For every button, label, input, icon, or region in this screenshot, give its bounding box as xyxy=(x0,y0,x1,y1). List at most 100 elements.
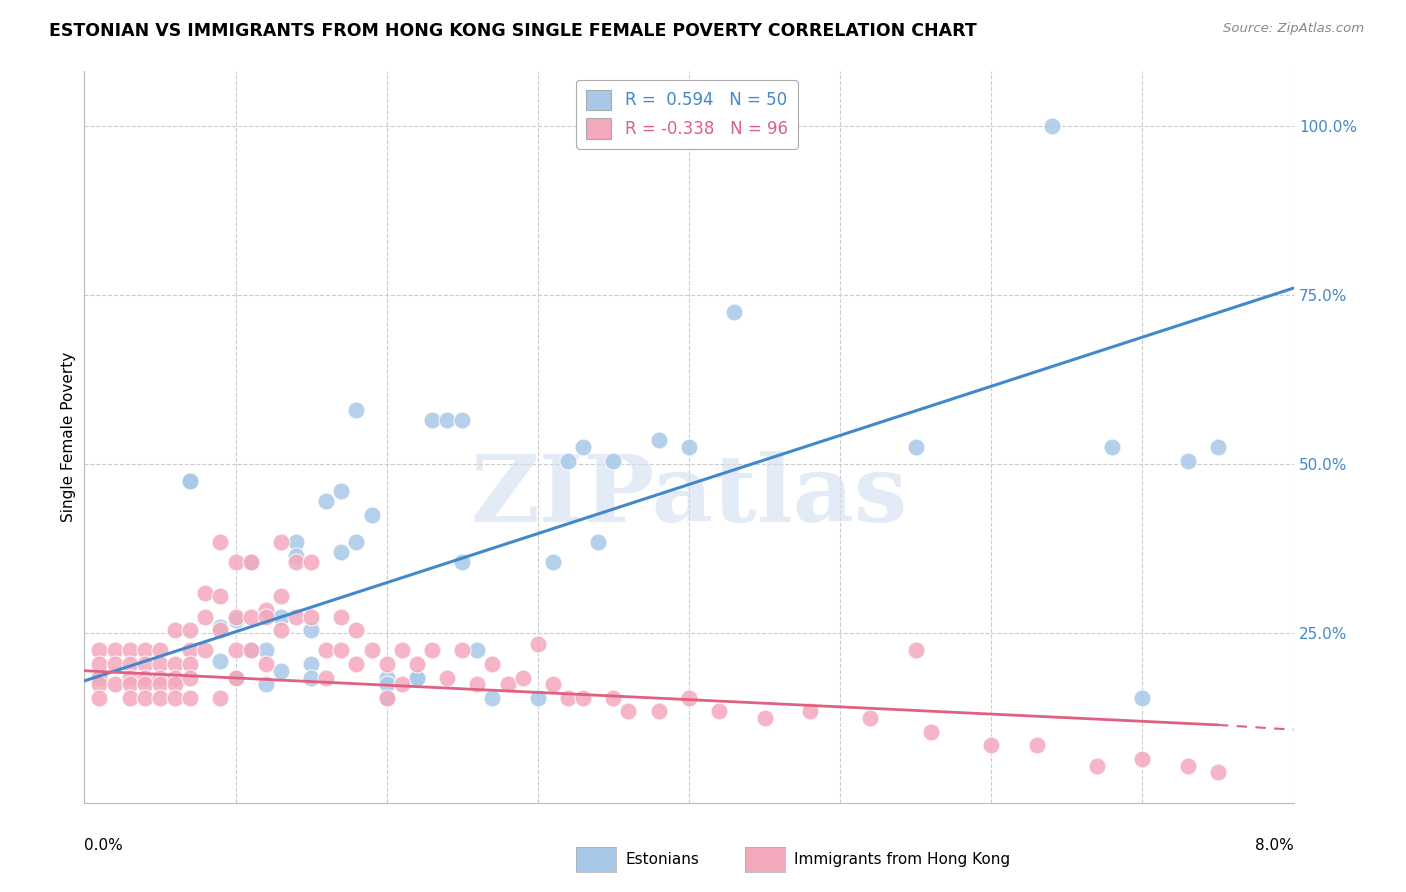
Point xyxy=(179,474,201,488)
Point xyxy=(225,609,247,624)
Text: Immigrants from Hong Kong: Immigrants from Hong Kong xyxy=(794,853,1011,867)
Point xyxy=(360,643,382,657)
Point xyxy=(330,609,353,624)
Point xyxy=(134,643,156,657)
Point xyxy=(254,603,277,617)
Point xyxy=(859,711,882,725)
Point xyxy=(285,609,308,624)
Point xyxy=(1085,758,1108,772)
Text: ESTONIAN VS IMMIGRANTS FROM HONG KONG SINGLE FEMALE POVERTY CORRELATION CHART: ESTONIAN VS IMMIGRANTS FROM HONG KONG SI… xyxy=(49,22,977,40)
Point xyxy=(209,690,232,705)
Point xyxy=(89,671,111,685)
Point xyxy=(194,586,217,600)
Point xyxy=(572,690,595,705)
Point xyxy=(225,613,247,627)
Point xyxy=(904,643,927,657)
Point xyxy=(118,643,141,657)
Point xyxy=(209,535,232,549)
Point xyxy=(299,623,322,637)
Point xyxy=(149,690,172,705)
Point xyxy=(118,657,141,671)
Point xyxy=(104,677,127,691)
Point xyxy=(179,657,201,671)
Point xyxy=(165,690,187,705)
Point xyxy=(299,555,322,569)
Point xyxy=(420,413,443,427)
Point xyxy=(118,690,141,705)
Point xyxy=(165,657,187,671)
Point xyxy=(330,643,353,657)
Point xyxy=(149,657,172,671)
Point xyxy=(904,440,927,454)
Text: Source: ZipAtlas.com: Source: ZipAtlas.com xyxy=(1223,22,1364,36)
Point xyxy=(225,643,247,657)
Point xyxy=(920,724,942,739)
Point xyxy=(360,508,382,522)
Point xyxy=(436,413,458,427)
Point xyxy=(330,545,353,559)
Point xyxy=(799,705,821,719)
Point xyxy=(527,637,550,651)
Point xyxy=(375,677,398,691)
Point xyxy=(239,609,262,624)
Point xyxy=(346,657,368,671)
Point xyxy=(1206,440,1229,454)
Point xyxy=(165,677,187,691)
Point xyxy=(270,664,292,678)
Y-axis label: Single Female Poverty: Single Female Poverty xyxy=(60,352,76,522)
Point xyxy=(225,671,247,685)
Point xyxy=(134,690,156,705)
Point xyxy=(239,555,262,569)
Point xyxy=(315,671,337,685)
Point xyxy=(89,671,111,685)
Point xyxy=(406,671,429,685)
Point xyxy=(406,657,429,671)
Point xyxy=(209,654,232,668)
Point xyxy=(254,609,277,624)
Point xyxy=(254,643,277,657)
Point xyxy=(451,555,474,569)
Point xyxy=(648,434,671,448)
Point xyxy=(420,643,443,657)
Point xyxy=(134,657,156,671)
Point xyxy=(1206,765,1229,780)
Point xyxy=(179,690,201,705)
Point xyxy=(89,690,111,705)
Point xyxy=(678,440,700,454)
Point xyxy=(588,535,610,549)
Point xyxy=(149,643,172,657)
Point xyxy=(557,454,579,468)
Point xyxy=(541,555,564,569)
Point xyxy=(179,671,201,685)
Point xyxy=(391,677,413,691)
Point xyxy=(346,403,368,417)
Text: ZIPatlas: ZIPatlas xyxy=(471,450,907,541)
Point xyxy=(375,690,398,705)
Point xyxy=(1101,440,1123,454)
Point xyxy=(1177,758,1199,772)
Point xyxy=(165,671,187,685)
Point xyxy=(709,705,731,719)
Point xyxy=(481,690,503,705)
Point xyxy=(602,690,624,705)
Point xyxy=(602,454,624,468)
Point xyxy=(209,620,232,634)
Point xyxy=(179,474,201,488)
Point xyxy=(980,738,1002,752)
Point xyxy=(270,589,292,603)
Point xyxy=(225,555,247,569)
Point xyxy=(194,609,217,624)
Point xyxy=(678,690,700,705)
Point xyxy=(648,705,671,719)
Point xyxy=(375,690,398,705)
Point xyxy=(134,671,156,685)
Point xyxy=(299,671,322,685)
Point xyxy=(165,623,187,637)
Point xyxy=(391,643,413,657)
Point xyxy=(723,305,745,319)
Point xyxy=(375,671,398,685)
Point xyxy=(346,535,368,549)
Point xyxy=(225,671,247,685)
Point xyxy=(1040,119,1063,133)
Point xyxy=(1132,752,1154,766)
